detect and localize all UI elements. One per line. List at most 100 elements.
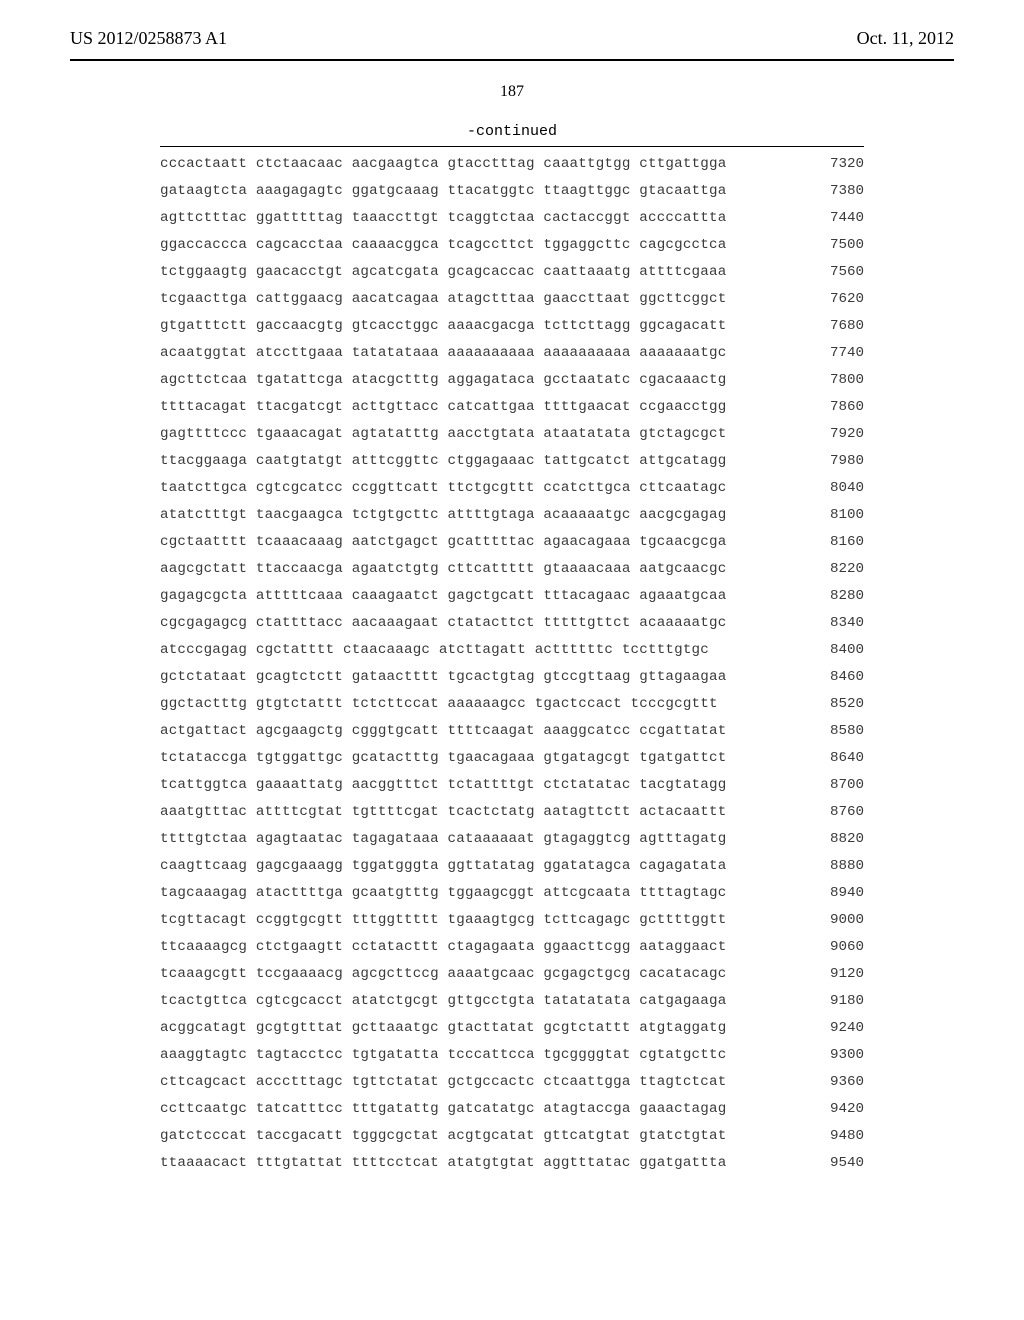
sequence-row: agcttctcaa tgatattcga atacgctttg aggagat… [160, 373, 864, 387]
sequence-position: 9360 [800, 1075, 864, 1089]
sequence-position: 8400 [800, 643, 864, 657]
sequence-position: 8340 [800, 616, 864, 630]
continued-label: -continued [0, 123, 1024, 140]
sequence-row: tctggaagtg gaacacctgt agcatcgata gcagcac… [160, 265, 864, 279]
header-rule [70, 59, 954, 61]
sequence-text: gatctcccat taccgacatt tgggcgctat acgtgca… [160, 1129, 726, 1143]
sequence-row: tagcaaagag atacttttga gcaatgtttg tggaagc… [160, 886, 864, 900]
sequence-position: 7980 [800, 454, 864, 468]
sequence-position: 8880 [800, 859, 864, 873]
sequence-position: 7920 [800, 427, 864, 441]
sequence-row: atatctttgt taacgaagca tctgtgcttc attttgt… [160, 508, 864, 522]
sequence-row: aagcgctatt ttaccaacga agaatctgtg cttcatt… [160, 562, 864, 576]
sequence-position: 8100 [800, 508, 864, 522]
sequence-position: 9300 [800, 1048, 864, 1062]
sequence-row: acggcatagt gcgtgtttat gcttaaatgc gtactta… [160, 1021, 864, 1035]
sequence-row: gctctataat gcagtctctt gataactttt tgcactg… [160, 670, 864, 684]
sequence-row: ggctactttg gtgtctattt tctcttccat aaaaaag… [160, 697, 864, 711]
sequence-text: aaatgtttac attttcgtat tgttttcgat tcactct… [160, 805, 726, 819]
sequence-text: ggaccaccca cagcacctaa caaaacggca tcagcct… [160, 238, 726, 252]
sequence-position: 7440 [800, 211, 864, 225]
sequence-row: gtgatttctt gaccaacgtg gtcacctggc aaaacga… [160, 319, 864, 333]
sequence-text: atcccgagag cgctatttt ctaacaaagc atcttaga… [160, 643, 709, 657]
sequence-position: 7560 [800, 265, 864, 279]
sequence-row: ttaaaacact tttgtattat ttttcctcat atatgtg… [160, 1156, 864, 1170]
sequence-row: agttctttac ggatttttag taaaccttgt tcaggtc… [160, 211, 864, 225]
sequence-row: gagagcgcta atttttcaaa caaagaatct gagctgc… [160, 589, 864, 603]
sequence-text: acggcatagt gcgtgtttat gcttaaatgc gtactta… [160, 1021, 726, 1035]
sequence-text: cccactaatt ctctaacaac aacgaagtca gtacctt… [160, 157, 726, 171]
sequence-position: 8160 [800, 535, 864, 549]
sequence-row: ggaccaccca cagcacctaa caaaacggca tcagcct… [160, 238, 864, 252]
sequence-text: tcattggtca gaaaattatg aacggtttct tctattt… [160, 778, 726, 792]
sequence-row: actgattact agcgaagctg cgggtgcatt ttttcaa… [160, 724, 864, 738]
sequence-position: 7740 [800, 346, 864, 360]
sequence-row: taatcttgca cgtcgcatcc ccggttcatt ttctgcg… [160, 481, 864, 495]
sequence-row: tcgttacagt ccggtgcgtt tttggttttt tgaaagt… [160, 913, 864, 927]
sequence-position: 9180 [800, 994, 864, 1008]
sequence-row: tcaaagcgtt tccgaaaacg agcgcttccg aaaatgc… [160, 967, 864, 981]
sequence-text: tcgaacttga cattggaacg aacatcagaa atagctt… [160, 292, 726, 306]
sequence-text: agcttctcaa tgatattcga atacgctttg aggagat… [160, 373, 726, 387]
sequence-row: ccttcaatgc tatcatttcc tttgatattg gatcata… [160, 1102, 864, 1116]
sequence-position: 7620 [800, 292, 864, 306]
sequence-position: 7680 [800, 319, 864, 333]
sequence-row: aaaggtagtc tagtacctcc tgtgatatta tcccatt… [160, 1048, 864, 1062]
page-number: 187 [0, 83, 1024, 101]
sequence-row: cttcagcact accctttagc tgttctatat gctgcca… [160, 1075, 864, 1089]
sequence-position: 8940 [800, 886, 864, 900]
publication-date: Oct. 11, 2012 [857, 28, 954, 49]
sequence-position: 8040 [800, 481, 864, 495]
sequence-position: 9000 [800, 913, 864, 927]
sequence-text: aagcgctatt ttaccaacga agaatctgtg cttcatt… [160, 562, 726, 576]
sequence-row: ttacggaaga caatgtatgt atttcggttc ctggaga… [160, 454, 864, 468]
sequence-text: aaaggtagtc tagtacctcc tgtgatatta tcccatt… [160, 1048, 726, 1062]
sequence-position: 8220 [800, 562, 864, 576]
sequence-row: aaatgtttac attttcgtat tgttttcgat tcactct… [160, 805, 864, 819]
sequence-text: ttttgtctaa agagtaatac tagagataaa cataaaa… [160, 832, 726, 846]
sequence-row: cccactaatt ctctaacaac aacgaagtca gtacctt… [160, 157, 864, 171]
sequence-row: tcattggtca gaaaattatg aacggtttct tctattt… [160, 778, 864, 792]
sequence-row: tcactgttca cgtcgcacct atatctgcgt gttgcct… [160, 994, 864, 1008]
sequence-row: gatctcccat taccgacatt tgggcgctat acgtgca… [160, 1129, 864, 1143]
sequence-position: 7320 [800, 157, 864, 171]
sequence-text: actgattact agcgaagctg cgggtgcatt ttttcaa… [160, 724, 726, 738]
sequence-text: gagttttccc tgaaacagat agtatatttg aacctgt… [160, 427, 726, 441]
sequence-text: tagcaaagag atacttttga gcaatgtttg tggaagc… [160, 886, 726, 900]
publication-number: US 2012/0258873 A1 [70, 28, 227, 49]
sequence-listing: cccactaatt ctctaacaac aacgaagtca gtacctt… [160, 157, 864, 1170]
sequence-text: gagagcgcta atttttcaaa caaagaatct gagctgc… [160, 589, 726, 603]
sequence-text: ttaaaacact tttgtattat ttttcctcat atatgtg… [160, 1156, 726, 1170]
sequence-position: 7860 [800, 400, 864, 414]
sequence-text: cgctaatttt tcaaacaaag aatctgagct gcatttt… [160, 535, 726, 549]
sequence-row: ttttgtctaa agagtaatac tagagataaa cataaaa… [160, 832, 864, 846]
sequence-text: atatctttgt taacgaagca tctgtgcttc attttgt… [160, 508, 726, 522]
sequence-row: cgctaatttt tcaaacaaag aatctgagct gcatttt… [160, 535, 864, 549]
sequence-position: 8460 [800, 670, 864, 684]
sequence-position: 8700 [800, 778, 864, 792]
sequence-text: ccttcaatgc tatcatttcc tttgatattg gatcata… [160, 1102, 726, 1116]
sequence-top-rule [160, 146, 864, 147]
sequence-position: 9420 [800, 1102, 864, 1116]
sequence-position: 8760 [800, 805, 864, 819]
sequence-text: cttcagcact accctttagc tgttctatat gctgcca… [160, 1075, 726, 1089]
sequence-position: 9540 [800, 1156, 864, 1170]
sequence-text: ggctactttg gtgtctattt tctcttccat aaaaaag… [160, 697, 718, 711]
sequence-row: tctataccga tgtggattgc gcatactttg tgaacag… [160, 751, 864, 765]
sequence-position: 8820 [800, 832, 864, 846]
sequence-position: 9240 [800, 1021, 864, 1035]
sequence-text: gataagtcta aaagagagtc ggatgcaaag ttacatg… [160, 184, 726, 198]
sequence-position: 9120 [800, 967, 864, 981]
sequence-text: tctataccga tgtggattgc gcatactttg tgaacag… [160, 751, 726, 765]
sequence-text: ttcaaaagcg ctctgaagtt cctatacttt ctagaga… [160, 940, 726, 954]
sequence-row: cgcgagagcg ctattttacc aacaaagaat ctatact… [160, 616, 864, 630]
sequence-text: gctctataat gcagtctctt gataactttt tgcactg… [160, 670, 726, 684]
sequence-row: ttcaaaagcg ctctgaagtt cctatacttt ctagaga… [160, 940, 864, 954]
sequence-text: taatcttgca cgtcgcatcc ccggttcatt ttctgcg… [160, 481, 726, 495]
sequence-position: 9060 [800, 940, 864, 954]
sequence-row: gataagtcta aaagagagtc ggatgcaaag ttacatg… [160, 184, 864, 198]
sequence-row: ttttacagat ttacgatcgt acttgttacc catcatt… [160, 400, 864, 414]
sequence-row: caagttcaag gagcgaaagg tggatgggta ggttata… [160, 859, 864, 873]
sequence-position: 8280 [800, 589, 864, 603]
sequence-position: 8520 [800, 697, 864, 711]
